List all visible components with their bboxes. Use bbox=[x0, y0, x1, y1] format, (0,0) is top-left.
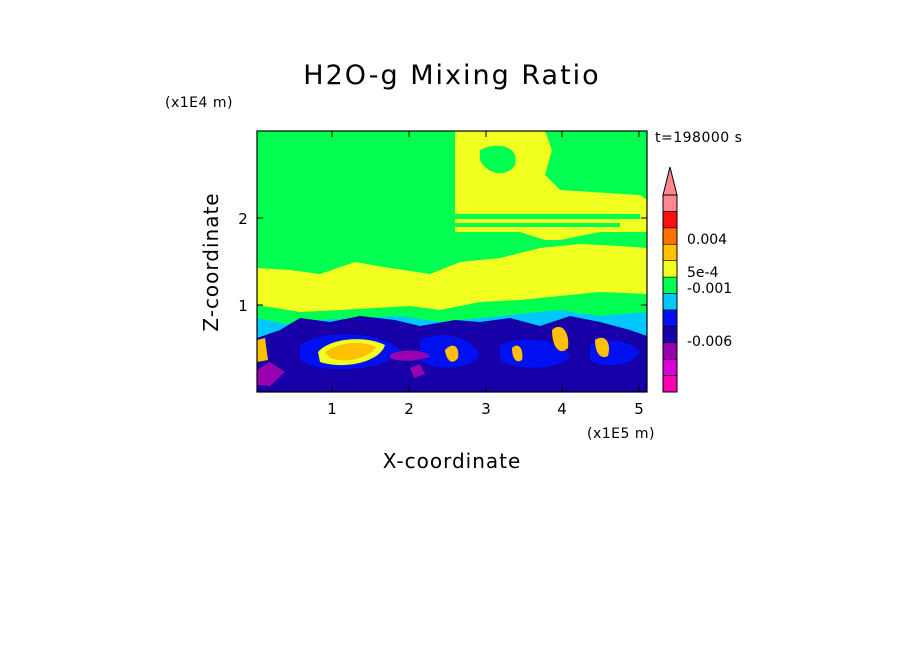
y-ticks bbox=[257, 217, 647, 306]
colorbar-swatch bbox=[662, 227, 678, 245]
contour-band-streak bbox=[455, 214, 640, 219]
contour-band-orange-blob bbox=[552, 326, 569, 352]
contour-field bbox=[257, 131, 647, 392]
colorbar-swatch bbox=[662, 326, 678, 344]
x-tick-label: 4 bbox=[557, 400, 567, 418]
colorbar bbox=[662, 194, 678, 393]
chart-title: H2O-g Mixing Ratio bbox=[303, 60, 600, 91]
y-unit-label: (x1E4 m) bbox=[165, 95, 233, 111]
colorbar-label: -0.006 bbox=[687, 334, 732, 350]
colorbar-swatch bbox=[662, 260, 678, 278]
x-axis-label: X-coordinate bbox=[383, 449, 522, 473]
x-tick-label: 2 bbox=[404, 400, 414, 418]
colorbar-frame bbox=[662, 194, 678, 393]
colorbar-swatch bbox=[662, 293, 678, 311]
x-unit-label: (x1E5 m) bbox=[587, 426, 655, 442]
time-label: t=198000 s bbox=[655, 130, 742, 146]
colorbar-swatch bbox=[662, 342, 678, 360]
colorbar-label: 0.004 bbox=[687, 232, 727, 248]
contour-band-orange-blob bbox=[445, 345, 459, 362]
colorbar-swatch bbox=[662, 243, 678, 261]
y-axis-label: Z-coordinate bbox=[199, 192, 223, 331]
contour-band-plume-inner bbox=[480, 145, 516, 174]
colorbar-swatch bbox=[662, 375, 678, 393]
contour-band-orange-blob bbox=[257, 338, 268, 362]
colorbar-swatch bbox=[662, 211, 678, 229]
colorbar-swatch bbox=[662, 276, 678, 294]
y-tick-label: 2 bbox=[238, 210, 248, 228]
contour-band-streak bbox=[450, 223, 620, 227]
colorbar-swatch bbox=[662, 194, 678, 212]
contour-band-surface bbox=[257, 386, 647, 392]
contour-band-orange-blob bbox=[325, 342, 376, 361]
x-tick-label: 3 bbox=[481, 400, 491, 418]
colorbar-label: 5e-4 bbox=[687, 265, 719, 281]
plot-frame bbox=[256, 130, 648, 393]
colorbar-label: -0.001 bbox=[687, 281, 732, 297]
contour-band-purple bbox=[410, 364, 425, 378]
x-tick-label: 5 bbox=[634, 400, 644, 418]
colorbar-swatch bbox=[662, 358, 678, 376]
contour-band-orange-blob bbox=[595, 337, 609, 358]
colorbar-extend-arrow bbox=[662, 166, 678, 196]
contour-band-purple bbox=[390, 350, 430, 361]
x-tick-label: 1 bbox=[327, 400, 337, 418]
contour-band-orange-blob bbox=[512, 345, 523, 362]
colorbar-swatch bbox=[662, 309, 678, 327]
y-tick-label: 1 bbox=[238, 297, 248, 315]
x-ticks bbox=[331, 131, 640, 392]
contour-band-purple bbox=[257, 362, 285, 386]
